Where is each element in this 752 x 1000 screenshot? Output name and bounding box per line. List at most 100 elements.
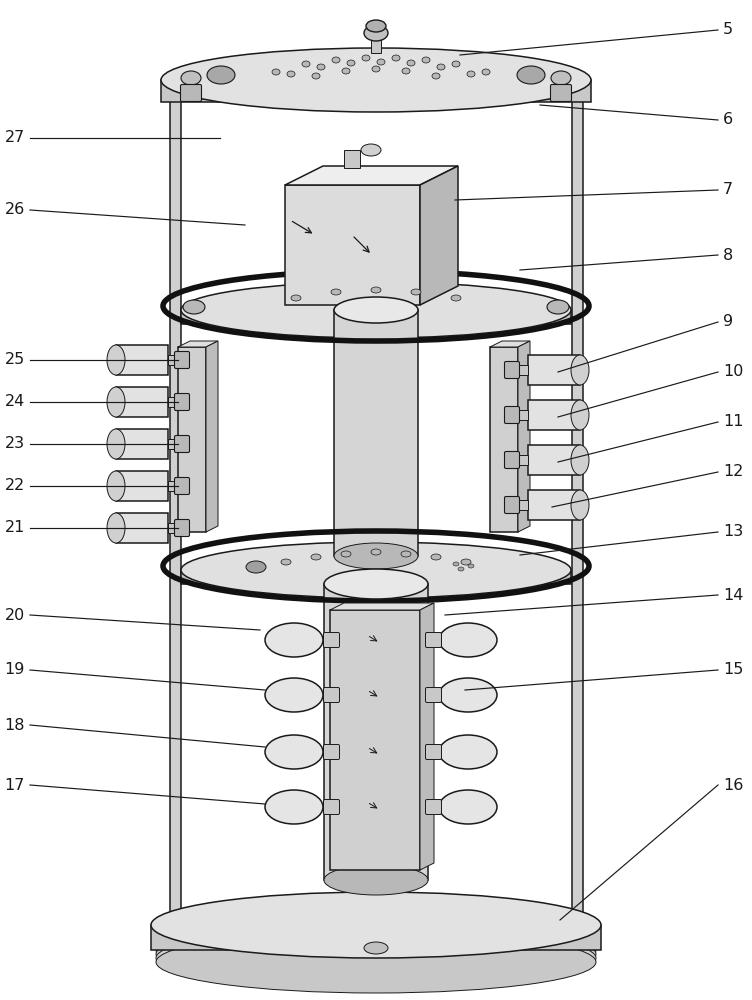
Bar [168,523,178,533]
Ellipse shape [377,59,385,65]
FancyBboxPatch shape [323,800,339,814]
Text: 19: 19 [5,662,25,678]
FancyBboxPatch shape [505,406,520,424]
Polygon shape [285,166,458,185]
Polygon shape [181,310,571,324]
Text: 17: 17 [5,778,25,792]
Ellipse shape [467,71,475,77]
Ellipse shape [334,297,418,323]
FancyBboxPatch shape [550,85,572,102]
Ellipse shape [156,923,596,985]
FancyBboxPatch shape [180,85,202,102]
Ellipse shape [156,919,596,981]
FancyBboxPatch shape [174,352,190,368]
Ellipse shape [366,20,386,32]
Ellipse shape [411,289,421,295]
Ellipse shape [439,678,497,712]
Bar [116,429,168,459]
Bar [330,610,420,870]
Text: 9: 9 [723,314,733,330]
FancyBboxPatch shape [505,496,520,514]
Text: 24: 24 [5,394,25,410]
Ellipse shape [347,60,355,66]
Bar [371,556,381,900]
Text: 15: 15 [723,662,744,678]
Bar [371,33,381,53]
Ellipse shape [265,678,323,712]
Text: 20: 20 [5,607,25,622]
Ellipse shape [324,569,428,599]
Ellipse shape [468,564,474,568]
Text: 22: 22 [5,479,25,493]
Bar [116,345,168,375]
Ellipse shape [402,68,410,74]
Polygon shape [330,603,434,610]
Ellipse shape [517,66,545,84]
Bar [168,439,178,449]
Ellipse shape [107,429,125,459]
Ellipse shape [265,790,323,824]
Text: 18: 18 [5,718,25,732]
Ellipse shape [571,490,589,520]
Ellipse shape [265,623,323,657]
Ellipse shape [453,562,459,566]
Bar [116,471,168,501]
Ellipse shape [461,559,471,565]
Text: 11: 11 [723,414,744,430]
Text: 10: 10 [723,364,744,379]
Ellipse shape [361,144,381,156]
Ellipse shape [439,735,497,769]
Ellipse shape [551,71,571,85]
Bar [572,80,583,925]
Polygon shape [178,341,218,347]
Ellipse shape [181,71,201,85]
Ellipse shape [437,64,445,70]
FancyBboxPatch shape [426,633,441,648]
Polygon shape [518,341,530,532]
Bar [334,310,418,556]
Polygon shape [420,603,434,870]
Ellipse shape [107,471,125,501]
Ellipse shape [342,68,350,74]
Text: 21: 21 [5,520,25,536]
Polygon shape [151,925,601,950]
Ellipse shape [431,554,441,560]
Ellipse shape [156,927,596,989]
FancyBboxPatch shape [323,688,339,702]
Text: 13: 13 [723,524,743,540]
Text: 5: 5 [723,22,733,37]
Ellipse shape [451,295,461,301]
Ellipse shape [107,387,125,417]
Text: 7: 7 [723,182,733,198]
Bar [490,347,518,532]
Ellipse shape [439,790,497,824]
Bar [116,387,168,417]
Text: 16: 16 [723,778,744,792]
Text: 6: 6 [723,112,733,127]
Ellipse shape [107,345,125,375]
Text: 27: 27 [5,130,25,145]
Bar [528,400,580,430]
Bar [518,455,528,465]
Ellipse shape [371,549,381,555]
FancyBboxPatch shape [174,393,190,410]
Polygon shape [206,341,218,532]
Ellipse shape [265,735,323,769]
Ellipse shape [571,400,589,430]
FancyBboxPatch shape [323,633,339,648]
Ellipse shape [272,69,280,75]
Polygon shape [420,166,458,305]
Ellipse shape [181,282,571,338]
Bar [518,410,528,420]
FancyBboxPatch shape [174,520,190,536]
Ellipse shape [332,57,340,63]
Bar [168,397,178,407]
Polygon shape [490,341,530,347]
FancyBboxPatch shape [505,452,520,468]
Bar [168,355,178,365]
Ellipse shape [312,73,320,79]
Ellipse shape [246,561,266,573]
Bar [518,500,528,510]
Ellipse shape [439,623,497,657]
FancyBboxPatch shape [426,688,441,702]
